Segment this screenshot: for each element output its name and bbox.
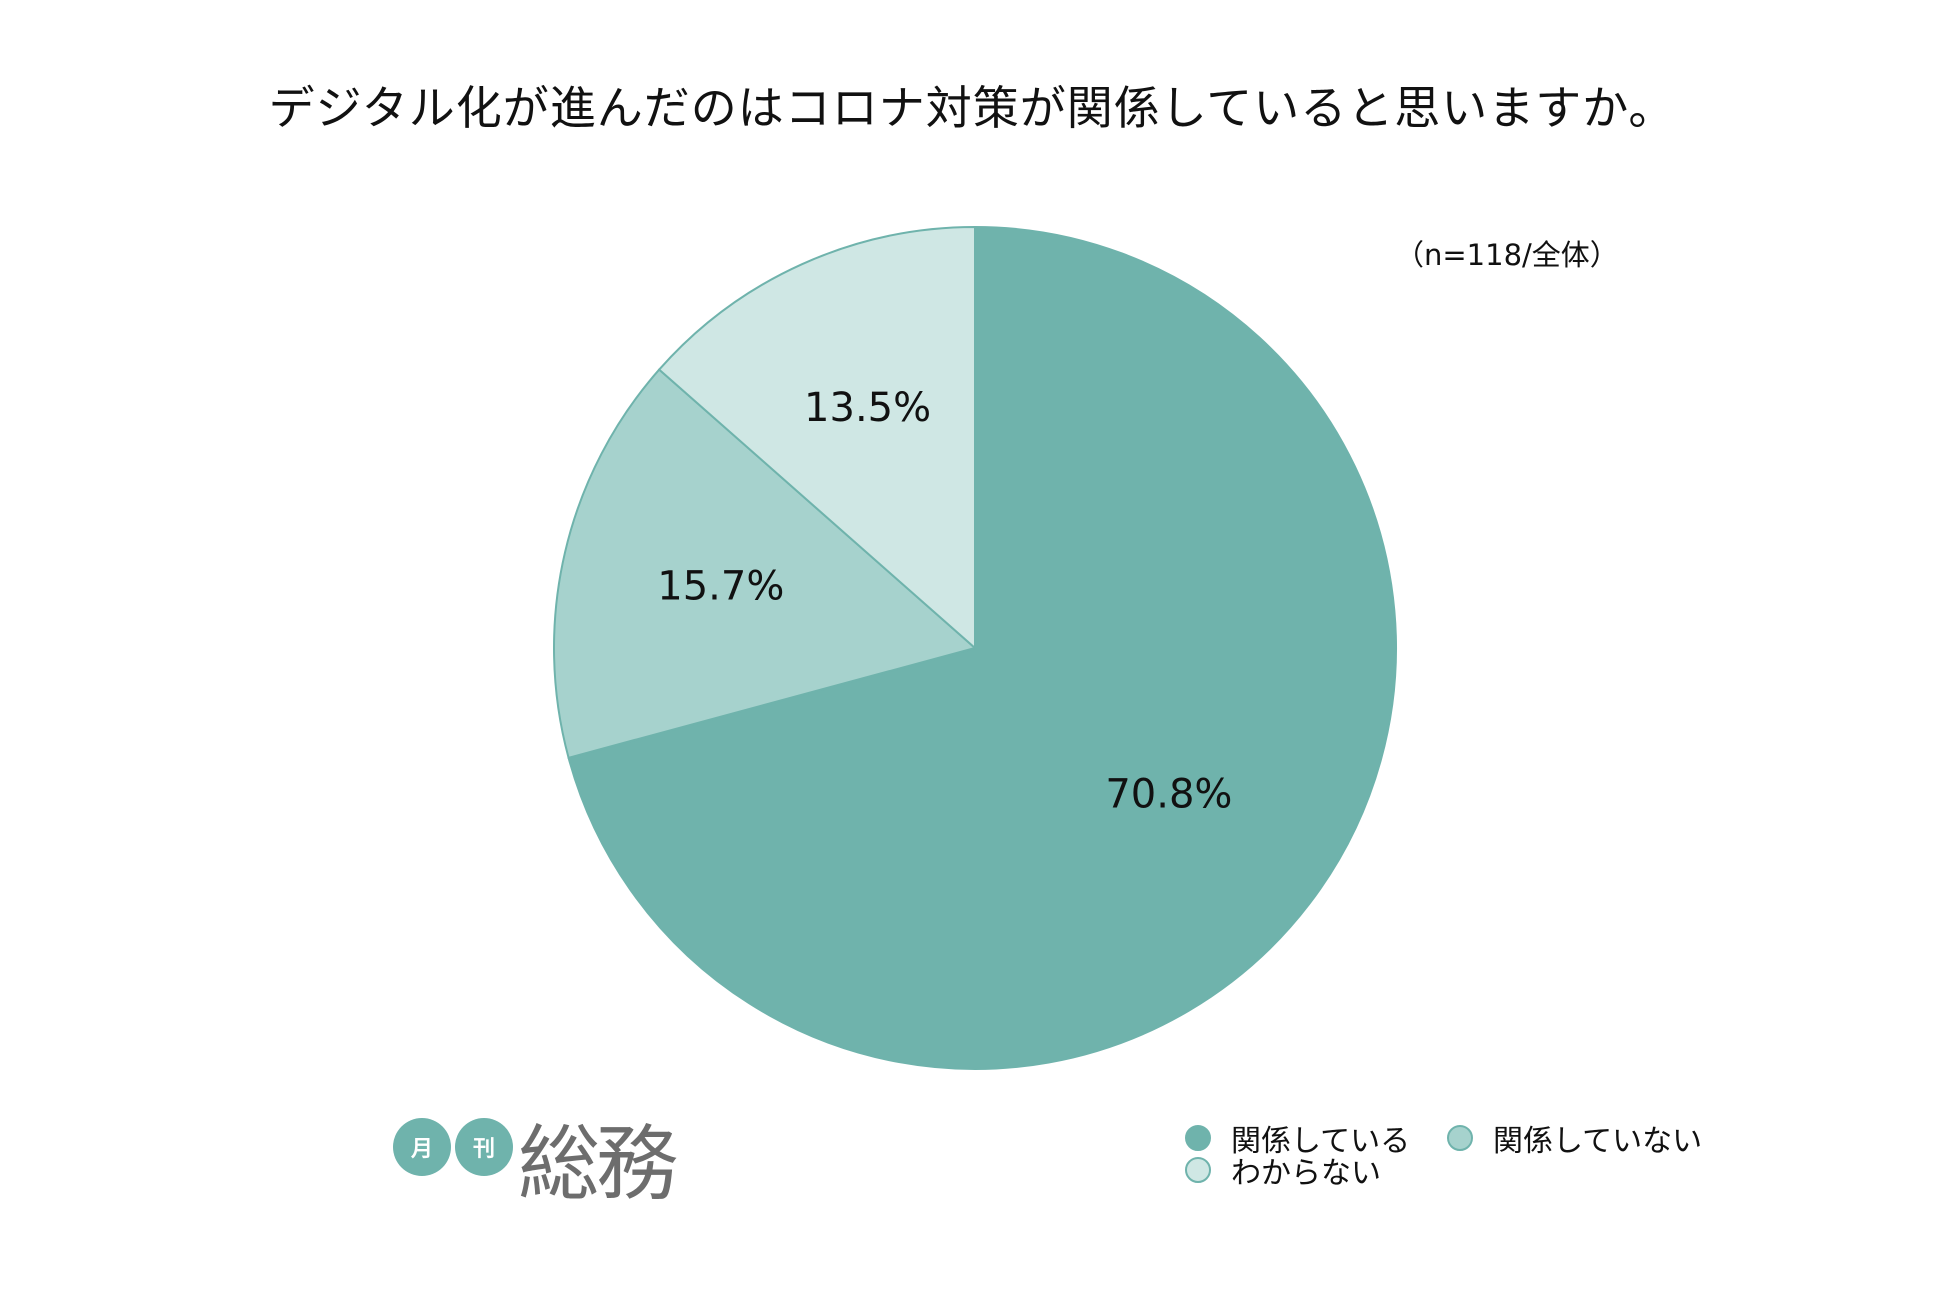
slice-label-not-related: 15.7% (657, 564, 784, 610)
slice-label-related: 70.8% (1105, 771, 1232, 817)
legend-item-related: 関係している (1185, 1120, 1410, 1159)
legend-item-not-related: 関係していない (1447, 1120, 1702, 1159)
legend-swatch-dont-know (1185, 1157, 1211, 1183)
logo-wordmark: 総務 (518, 1117, 678, 1212)
sample-size-note: （n=118/全体） (1395, 238, 1619, 272)
legend-label-related: 関係している (1231, 1124, 1411, 1159)
legend-label-not-related: 関係していない (1493, 1124, 1703, 1159)
legend-swatch-related (1185, 1125, 1211, 1151)
slice-label-dont-know: 13.5% (804, 385, 931, 431)
pie-slice-not-related (553, 368, 978, 760)
pie-slice-dont-know (657, 225, 976, 651)
legend-label-dont-know: わからない (1231, 1156, 1381, 1191)
logo-circle-publication: 刊 (455, 1118, 513, 1176)
chart-title: デジタル化が進んだのはコロナ対策が関係していると思いますか。 (268, 81, 1676, 135)
logo-circle-month: 月 (393, 1118, 451, 1176)
pie-slice-related (567, 225, 1397, 1070)
legend-item-dont-know: わからない (1185, 1152, 1381, 1191)
logo: 月 刊 総務 (393, 1110, 693, 1220)
legend-swatch-not-related (1447, 1125, 1473, 1151)
